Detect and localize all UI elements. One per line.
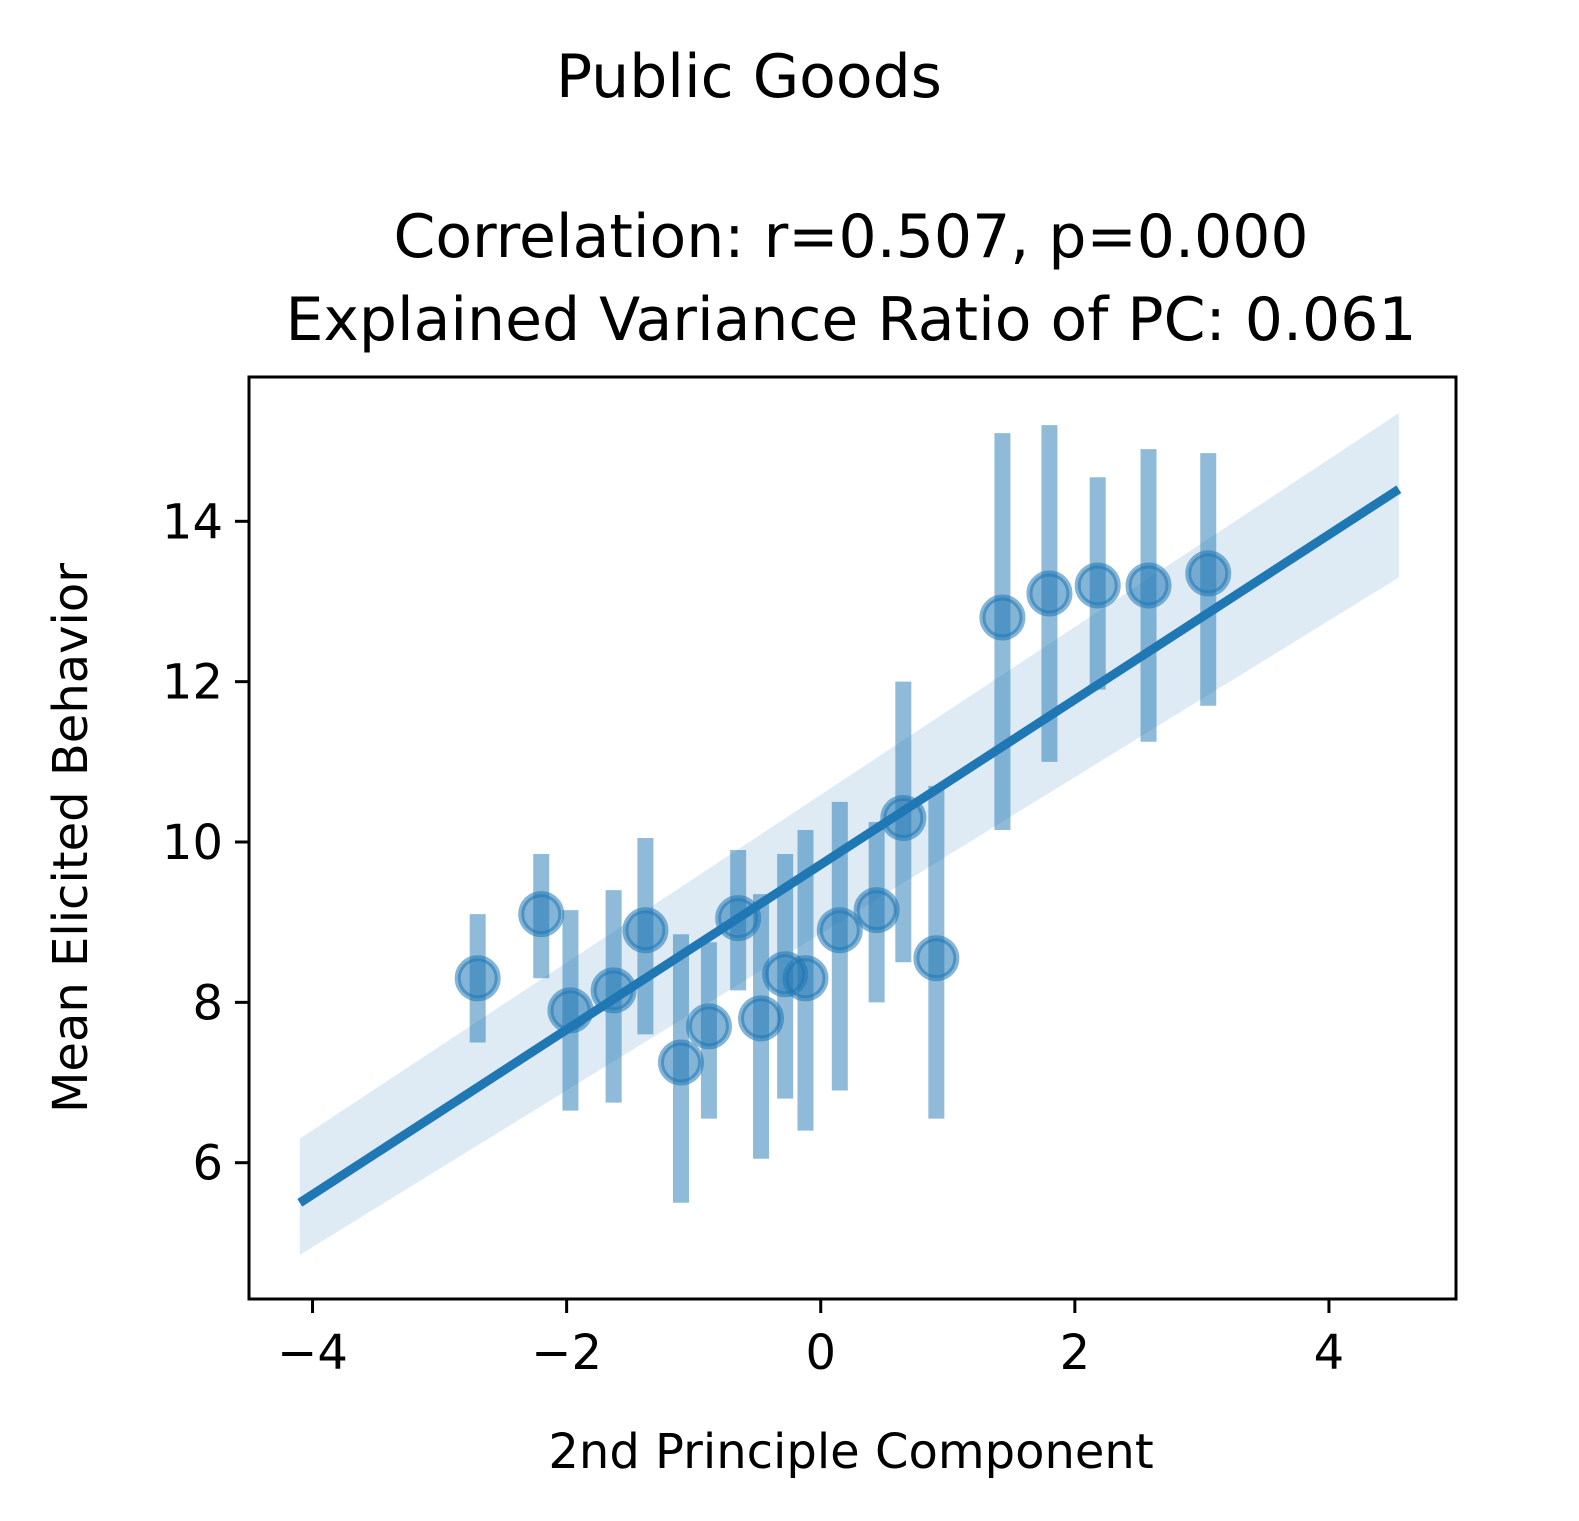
data-point-9 <box>738 995 785 1042</box>
y-axis-label: Mean Elicited Behavior <box>43 563 99 1113</box>
x-axis-label: 2nd Principle Component <box>548 1424 1153 1480</box>
data-point-12 <box>816 907 863 954</box>
data-point-11 <box>782 955 829 1002</box>
y-tick-label: 8 <box>192 975 223 1031</box>
x-tick-label: −2 <box>531 1325 602 1381</box>
data-point-1 <box>454 955 501 1002</box>
data-points <box>454 550 1232 1086</box>
plot-area <box>297 413 1402 1255</box>
axes-frame <box>247 375 1458 1301</box>
regression-line <box>297 485 1402 1207</box>
data-point-13 <box>853 887 900 934</box>
axes-title-line-2: Explained Variance Ratio of PC: 0.061 <box>285 285 1416 355</box>
data-point-6 <box>657 1039 704 1086</box>
x-tick-label: 0 <box>805 1325 836 1381</box>
data-point-18 <box>1074 562 1121 609</box>
data-point-16 <box>979 594 1026 641</box>
y-tick-label: 10 <box>162 815 223 871</box>
x-axis-ticks: −4 −2 0 2 4 <box>277 1299 1344 1381</box>
data-point-7 <box>685 1003 732 1050</box>
data-point-17 <box>1026 570 1073 617</box>
y-tick-label: 12 <box>162 655 223 711</box>
x-tick-label: 2 <box>1060 1325 1091 1381</box>
figure-suptitle: Public Goods <box>556 42 942 112</box>
data-point-5 <box>622 907 669 954</box>
data-point-15 <box>913 935 960 982</box>
axes-title-line-1: Correlation: r=0.507, p=0.000 <box>393 202 1308 272</box>
data-point-19 <box>1125 562 1172 609</box>
error-bars <box>469 425 1217 1203</box>
data-point-20 <box>1185 550 1232 597</box>
y-tick-label: 14 <box>162 494 223 550</box>
x-tick-label: 4 <box>1314 1325 1345 1381</box>
confidence-band <box>299 413 1399 1255</box>
data-point-2 <box>518 891 565 938</box>
y-tick-label: 6 <box>192 1136 223 1192</box>
x-tick-label: −4 <box>277 1325 348 1381</box>
y-axis-ticks: 6 8 10 12 14 <box>162 494 249 1192</box>
